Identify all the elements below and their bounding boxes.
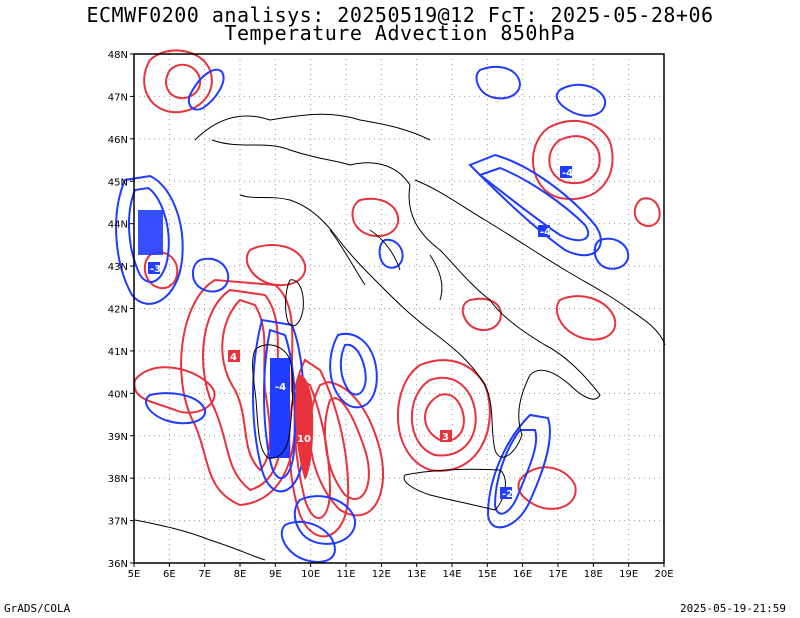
lat-label: 42N — [108, 305, 128, 316]
blue-contour — [263, 328, 297, 480]
red-contour — [143, 49, 213, 114]
contour-label: 10 — [297, 434, 311, 445]
lat-label: 36N — [108, 559, 128, 570]
lat-label: 46N — [108, 135, 128, 146]
blue-contour — [115, 174, 184, 305]
lat-label: 45N — [108, 177, 128, 188]
blue-contour — [475, 65, 522, 100]
lat-label: 48N — [108, 50, 128, 61]
lat-label: 47N — [108, 92, 128, 103]
red-contour — [202, 288, 283, 492]
red-contour — [351, 197, 400, 238]
contour-label: -4 — [275, 382, 286, 393]
coastline-balkans — [414, 179, 666, 346]
red-contour — [165, 63, 202, 100]
negative-advection-contours — [115, 65, 630, 563]
lat-label: 37N — [108, 517, 128, 528]
blue-contour — [468, 153, 602, 257]
lon-label: 18E — [584, 569, 603, 580]
red-contour — [180, 278, 297, 507]
red-contour — [410, 376, 477, 457]
red-contour — [396, 359, 491, 472]
blue-contour — [486, 413, 551, 529]
lon-label: 20E — [654, 569, 673, 580]
lon-label: 10E — [301, 569, 320, 580]
red-contour — [548, 135, 601, 185]
positive-advection-contours — [133, 49, 661, 538]
blue-contour — [593, 237, 630, 270]
blue-contour — [252, 318, 306, 493]
lon-label: 14E — [442, 569, 461, 580]
coastlines-and-borders — [134, 113, 666, 561]
contour-label: -4 — [562, 168, 573, 179]
lat-label: 40N — [108, 389, 128, 400]
lat-label: 43N — [108, 262, 128, 273]
contour-label: 4 — [230, 352, 237, 363]
lon-label: 12E — [372, 569, 391, 580]
strong-warm-advection-core — [295, 374, 314, 480]
border-inner — [329, 229, 443, 301]
blue-contour — [187, 68, 225, 111]
coastline-italy — [211, 139, 601, 458]
coastline-sicily — [403, 468, 506, 511]
contour-label: 3 — [442, 432, 449, 443]
blue-contour — [280, 520, 337, 563]
red-contour — [245, 244, 307, 287]
blue-contour — [477, 166, 590, 242]
lon-label: 15E — [478, 569, 497, 580]
contour-labels: 10 -4 -4 -4 -3 -2 3 4 — [148, 166, 573, 500]
lon-label: 17E — [548, 569, 567, 580]
contour-label: -4 — [540, 227, 551, 238]
lon-label: 9E — [269, 569, 282, 580]
coastline-tunisia — [134, 519, 266, 561]
lon-label: 11E — [336, 569, 355, 580]
lon-label: 8E — [234, 569, 247, 580]
latitude-labels: 48N 47N 46N 45N 44N 43N 42N 41N 40N 39N 38N 37N 36N — [108, 50, 128, 570]
blue-contour — [378, 238, 404, 269]
blue-contour — [339, 343, 367, 396]
blue-contour — [192, 257, 230, 293]
graticule — [134, 54, 664, 563]
red-contour — [424, 393, 465, 442]
lat-label: 41N — [108, 347, 128, 358]
chart-subtitle: Temperature Advection 850hPa — [224, 21, 576, 45]
lon-label: 6E — [163, 569, 176, 580]
red-contour — [461, 297, 502, 331]
contour-label: -3 — [150, 264, 161, 275]
lat-label: 38N — [108, 474, 128, 485]
red-contour — [517, 466, 577, 510]
longitude-labels: 5E 6E 7E 8E 9E 10E 11E 12E 13E 14E 15E 16E 17E 18E 19E… — [128, 569, 674, 580]
blue-contour — [329, 332, 378, 409]
contour-label: -2 — [502, 489, 513, 500]
red-contour — [221, 298, 271, 472]
footer-left: GrADS/COLA — [4, 602, 71, 615]
chart-title: ECMWF0200 analisys: 20250519@12 FcT: 202… — [86, 3, 714, 27]
coastline-sardinia — [252, 344, 294, 459]
blue-contour — [493, 429, 538, 515]
footer-right: 2025-05-19-21:59 — [680, 602, 786, 615]
strong-cold-advection-core — [138, 210, 163, 255]
blue-contour — [145, 392, 207, 425]
red-contour — [555, 295, 617, 341]
lat-label: 44N — [108, 220, 128, 231]
red-contour — [324, 396, 370, 500]
red-contour — [633, 197, 661, 228]
red-contour — [532, 119, 614, 201]
coastline-corsica — [285, 279, 304, 327]
lon-label: 7E — [198, 569, 211, 580]
border-alps — [194, 113, 431, 141]
lat-label: 39N — [108, 432, 128, 443]
lon-label: 19E — [619, 569, 638, 580]
axis-ticks — [130, 53, 665, 567]
blue-contour — [127, 186, 170, 283]
lon-label: 13E — [407, 569, 426, 580]
lon-label: 16E — [513, 569, 532, 580]
blue-contour — [555, 83, 607, 117]
lon-label: 5E — [128, 569, 141, 580]
